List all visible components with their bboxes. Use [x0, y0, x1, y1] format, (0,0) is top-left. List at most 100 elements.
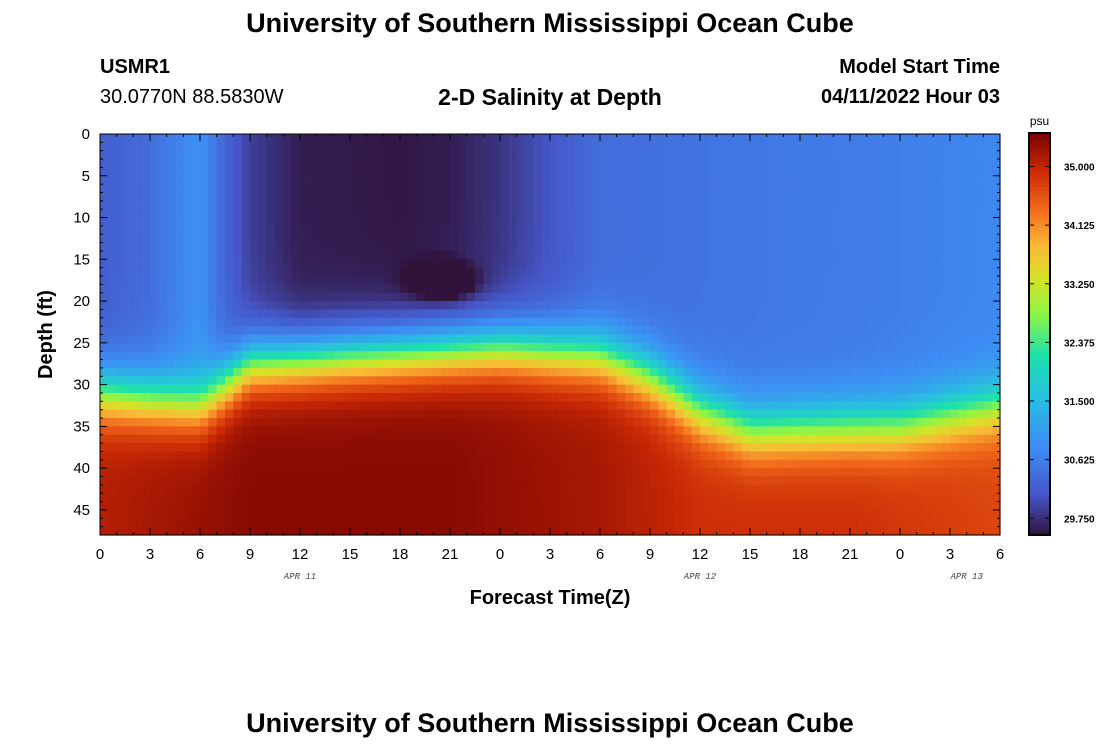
heatmap-cell: [216, 209, 226, 219]
heatmap-cell: [691, 501, 701, 511]
heatmap-cell: [250, 409, 259, 419]
heatmap-cell: [558, 434, 568, 444]
heatmap-cell: [441, 259, 451, 269]
heatmap-cell: [533, 284, 543, 294]
heatmap-cell: [583, 142, 593, 152]
heatmap-cell: [125, 234, 134, 244]
heatmap-cell: [816, 518, 826, 528]
heatmap-cell: [425, 459, 434, 469]
heatmap-cell: [808, 217, 818, 227]
heatmap-cell: [666, 142, 676, 152]
heatmap-cell: [200, 242, 209, 252]
heatmap-cell: [666, 376, 676, 386]
heatmap-cell: [516, 192, 526, 202]
heatmap-cell: [200, 317, 209, 327]
heatmap-cell: [316, 484, 326, 494]
heatmap-cell: [908, 326, 918, 336]
heatmap-cell: [308, 259, 318, 269]
heatmap-cell: [533, 209, 543, 219]
heatmap-cell: [233, 225, 243, 235]
heatmap-cell: [833, 418, 843, 427]
heatmap-cell: [291, 351, 301, 361]
heatmap-cell: [483, 384, 493, 394]
heatmap-cell: [400, 242, 409, 252]
heatmap-cell: [341, 367, 351, 377]
heatmap-cell: [583, 392, 593, 402]
heatmap-cell: [525, 409, 534, 419]
heatmap-cell: [833, 142, 843, 152]
heatmap-cell: [516, 175, 526, 185]
heatmap-cell: [791, 418, 801, 427]
heatmap-cell: [125, 150, 134, 160]
heatmap-cell: [475, 459, 484, 469]
heatmap-cell: [425, 518, 434, 528]
heatmap-cell: [308, 150, 318, 160]
heatmap-cell: [266, 134, 276, 143]
heatmap-cell: [183, 476, 193, 486]
heatmap-cell: [891, 267, 901, 277]
heatmap-cell: [625, 200, 634, 210]
heatmap-cell: [866, 443, 876, 453]
heatmap-cell: [591, 376, 601, 386]
heatmap-cell: [350, 242, 359, 252]
heatmap-cell: [708, 276, 718, 285]
heatmap-cell: [658, 484, 668, 494]
heatmap-cell: [741, 367, 751, 377]
heatmap-cell: [100, 309, 109, 319]
heatmap-cell: [733, 451, 743, 461]
heatmap-cell: [533, 276, 543, 285]
heatmap-cell: [241, 384, 251, 394]
heatmap-cell: [466, 250, 476, 260]
heatmap-cell: [341, 359, 351, 369]
heatmap-cell: [266, 267, 276, 277]
heatmap-cell: [191, 518, 201, 528]
heatmap-cell: [733, 250, 743, 260]
heatmap-cell: [300, 451, 309, 461]
heatmap-cell: [158, 276, 168, 285]
heatmap-cell: [166, 459, 176, 469]
heatmap-cell: [175, 526, 184, 536]
heatmap-cell: [258, 459, 268, 469]
heatmap-cell: [308, 501, 318, 511]
heatmap-cell: [400, 292, 409, 302]
heatmap-cell: [491, 501, 501, 511]
heatmap-cell: [200, 259, 209, 269]
heatmap-cell: [300, 192, 309, 202]
heatmap-cell: [266, 367, 276, 377]
heatmap-cell: [508, 326, 518, 336]
heatmap-cell: [741, 200, 751, 210]
heatmap-cell: [166, 192, 176, 202]
heatmap-cell: [325, 351, 334, 361]
heatmap-cell: [391, 242, 401, 252]
heatmap-cell: [650, 384, 659, 394]
heatmap-cell: [291, 276, 301, 285]
heatmap-cell: [775, 468, 784, 478]
heatmap-cell: [441, 150, 451, 160]
heatmap-cell: [950, 184, 959, 194]
heatmap-cell: [108, 443, 118, 453]
heatmap-cell: [300, 159, 309, 169]
heatmap-cell: [308, 434, 318, 444]
heatmap-cell: [116, 259, 126, 269]
heatmap-cell: [266, 409, 276, 419]
heatmap-cell: [358, 250, 368, 260]
heatmap-cell: [125, 309, 134, 319]
heatmap-cell: [791, 292, 801, 302]
heatmap-cell: [100, 209, 109, 219]
heatmap-cell: [900, 309, 909, 319]
heatmap-cell: [433, 493, 443, 503]
heatmap-cell: [525, 284, 534, 294]
heatmap-cell: [466, 267, 476, 277]
heatmap-cell: [366, 150, 376, 160]
heatmap-cell: [175, 501, 184, 511]
heatmap-cell: [950, 409, 959, 419]
heatmap-cell: [908, 150, 918, 160]
heatmap-cell: [733, 192, 743, 202]
heatmap-cell: [850, 184, 859, 194]
heatmap-cell: [350, 134, 359, 143]
heatmap-cell: [633, 159, 643, 169]
heatmap-cell: [708, 250, 718, 260]
heatmap-cell: [141, 301, 151, 311]
heatmap-cell: [833, 234, 843, 244]
heatmap-cell: [900, 468, 909, 478]
